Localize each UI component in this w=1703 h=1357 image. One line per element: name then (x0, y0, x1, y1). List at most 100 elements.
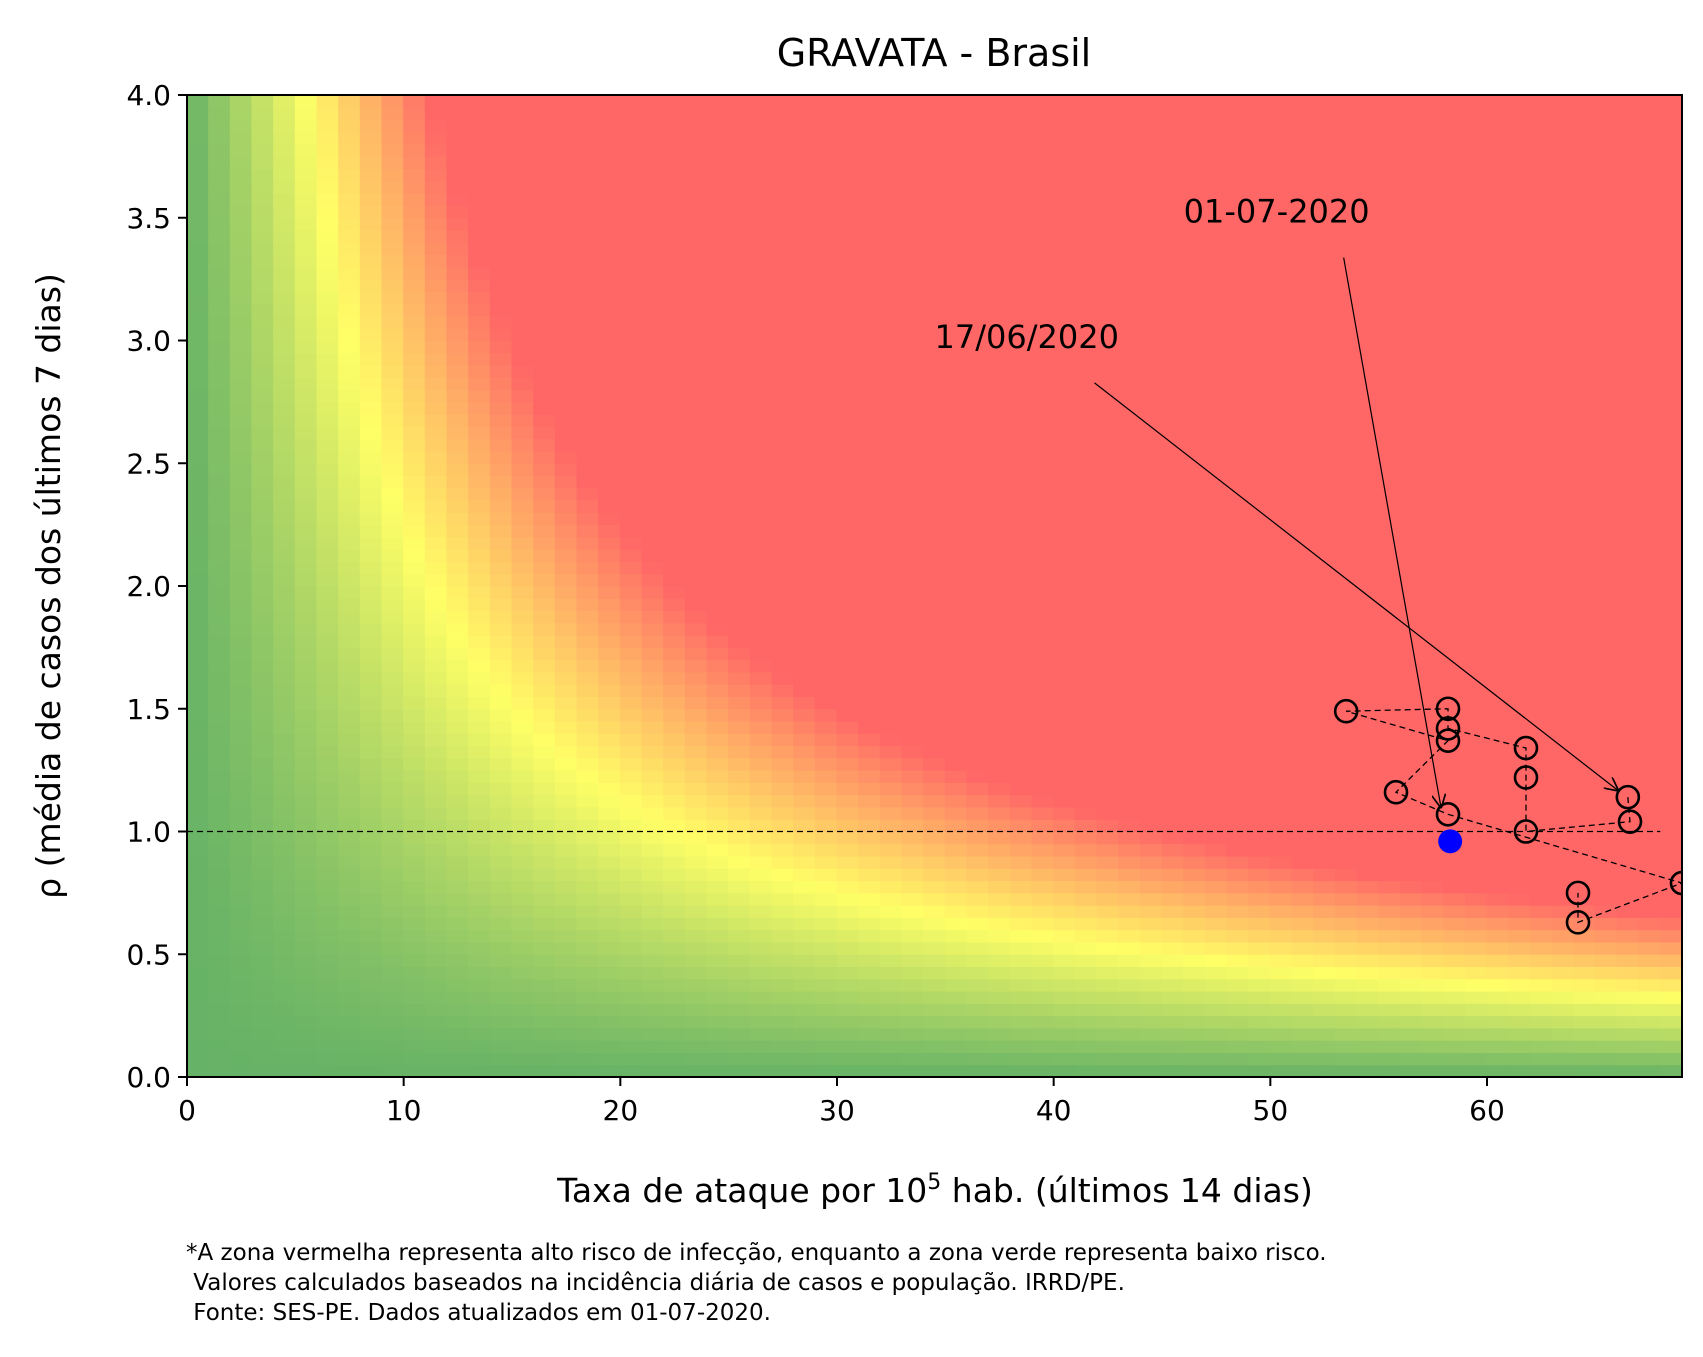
heatmap-cell (771, 966, 795, 980)
heatmap-cell (489, 511, 513, 526)
heatmap-cell (706, 352, 730, 366)
heatmap-cell (424, 892, 448, 906)
heatmap-cell (641, 757, 665, 771)
heatmap-cell (381, 794, 405, 808)
heatmap-cell (359, 499, 383, 513)
heatmap-cell (1313, 916, 1336, 931)
heatmap-cell (1313, 290, 1336, 305)
heatmap-cell (1356, 745, 1380, 759)
heatmap-cell (229, 634, 253, 648)
heatmap-cell (1009, 843, 1033, 857)
heatmap-cell (1183, 929, 1206, 943)
heatmap-cell (598, 966, 621, 980)
heatmap-cell (619, 475, 643, 489)
heatmap-cell (1204, 524, 1228, 538)
heatmap-cell (338, 634, 361, 648)
heatmap-cell (468, 941, 491, 955)
heatmap-cell (251, 155, 275, 170)
heatmap-cell (641, 155, 665, 170)
heatmap-cell (598, 143, 621, 157)
heatmap-cell (1074, 597, 1098, 612)
heatmap-cell (641, 168, 665, 182)
heatmap-cell (1421, 818, 1445, 832)
heatmap-cell (316, 1027, 340, 1041)
heatmap-cell (251, 695, 275, 710)
heatmap-cell (663, 511, 686, 526)
heatmap-cell (988, 327, 1011, 341)
heatmap-cell (1248, 1051, 1271, 1066)
heatmap-cell (728, 1027, 751, 1041)
heatmap-cell (1486, 671, 1510, 685)
heatmap-cell (1356, 278, 1380, 292)
heatmap-cell (1139, 610, 1163, 624)
heatmap-cell (424, 278, 448, 292)
heatmap-cell (749, 867, 773, 882)
heatmap-cell (619, 904, 643, 918)
heatmap-cell (1096, 499, 1120, 513)
heatmap-cell (1486, 634, 1510, 648)
heatmap-cell (468, 880, 491, 894)
heatmap-cell (208, 168, 231, 182)
heatmap-cell (381, 389, 405, 403)
heatmap-cell (706, 278, 730, 292)
heatmap-cell (1508, 364, 1531, 378)
heatmap-cell (1204, 880, 1228, 894)
heatmap-cell (1443, 499, 1466, 513)
heatmap-cell (446, 254, 470, 268)
heatmap-cell (728, 855, 751, 869)
heatmap-cell (1226, 978, 1250, 992)
heatmap-cell (814, 610, 838, 624)
heatmap-cell (684, 254, 708, 268)
heatmap-cell (1443, 536, 1466, 550)
heatmap-cell (424, 536, 448, 550)
heatmap-cell (187, 131, 210, 145)
heatmap-cell (1118, 1064, 1141, 1077)
heatmap-cell (1356, 106, 1380, 121)
heatmap-cell (1269, 119, 1293, 133)
heatmap-cell (1161, 95, 1185, 108)
heatmap-cell (598, 290, 621, 305)
heatmap-cell (1161, 475, 1185, 489)
heatmap-cell (1443, 168, 1466, 182)
heatmap-cell (901, 524, 925, 538)
heatmap-cell (273, 229, 296, 243)
heatmap-cell (554, 867, 578, 882)
heatmap-cell (1226, 548, 1250, 562)
heatmap-cell (598, 671, 621, 685)
heatmap-cell (663, 916, 686, 931)
heatmap-cell (749, 143, 773, 157)
heatmap-cell (489, 622, 513, 636)
heatmap-cell (1183, 610, 1206, 624)
heatmap-cell (901, 1015, 925, 1029)
heatmap-cell (576, 916, 600, 931)
heatmap-cell (1334, 327, 1358, 341)
heatmap-cell (1161, 241, 1185, 256)
heatmap-cell (814, 204, 838, 219)
heatmap-cell (1399, 695, 1423, 710)
heatmap-cell (1226, 966, 1250, 980)
heatmap-cell (424, 806, 448, 820)
heatmap-cell (1248, 585, 1271, 599)
heatmap-cell (858, 266, 881, 280)
heatmap-cell (1356, 475, 1380, 489)
heatmap-cell (229, 254, 253, 268)
heatmap-cell (598, 413, 621, 427)
heatmap-cell (879, 966, 903, 980)
heatmap-cell (1096, 708, 1120, 722)
heatmap-cell (793, 204, 816, 219)
heatmap-cell (1269, 1027, 1293, 1041)
heatmap-cell (1183, 524, 1206, 538)
heatmap-cell (1356, 1027, 1380, 1041)
heatmap-cell (923, 536, 946, 550)
heatmap-cell (1226, 929, 1250, 943)
heatmap-cell (316, 781, 340, 796)
heatmap-cell (836, 941, 860, 955)
heatmap-cell (554, 843, 578, 857)
heatmap-cell (1248, 438, 1271, 452)
heatmap-cell (1053, 168, 1076, 182)
heatmap-cell (1508, 204, 1531, 219)
heatmap-cell (208, 315, 231, 329)
heatmap-cell (554, 548, 578, 562)
heatmap-cell (1313, 622, 1336, 636)
heatmap-cell (858, 990, 881, 1004)
